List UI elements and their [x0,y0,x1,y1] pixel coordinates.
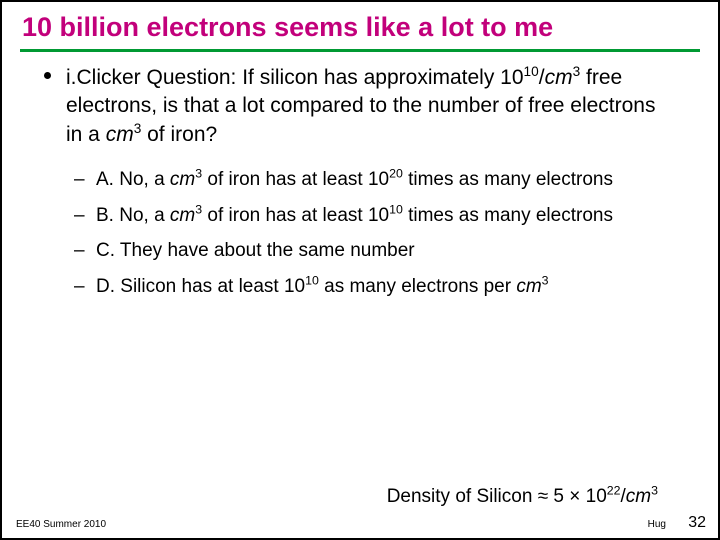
title-rule [20,49,700,52]
q-v1b: 10 [500,66,523,89]
ob-ve: 10 [389,202,403,216]
option-d: – D. Silicon has at least 1010 as many e… [96,274,670,300]
oa-pre: A. No, a [96,169,170,190]
q-u1b: cm [545,66,573,89]
q-u2b: cm [106,123,134,146]
slide-title: 10 billion electrons seems like a lot to… [2,2,718,49]
od-te: 3 [542,274,549,288]
option-c: – C. They have about the same number [96,238,670,264]
bullet-icon [44,72,51,79]
d-exp: 22 [607,484,621,498]
oa-post: times as many electrons [403,169,613,190]
od-post: as many electrons per [319,276,516,297]
oa-mid: of iron has at least [202,169,368,190]
oc-pre: C. They have about the same number [96,240,415,261]
ob-vb: 10 [368,205,389,226]
od-ve: 10 [305,274,319,288]
footer-left: EE40 Summer 2010 [16,519,106,530]
d-approx: ≈ 5 × [538,486,586,507]
options-list: – A. No, a cm3 of iron has at least 1020… [96,167,670,300]
slide-content: i.Clicker Question: If silicon has appro… [2,64,718,300]
od-tb: cm [516,276,541,297]
d-ub: cm [626,486,651,507]
oa-ub: cm [170,169,195,190]
oa-vb: 10 [368,169,389,190]
q-post: of iron? [141,123,217,146]
slide-number: 32 [688,514,706,532]
d-base: 10 [586,486,607,507]
title-text: 10 billion electrons seems like a lot to… [22,12,553,42]
q-pre: i.Clicker Question: If silicon has appro… [66,66,500,89]
ob-post: times as many electrons [403,205,613,226]
od-vb: 10 [284,276,305,297]
dash-icon: – [74,203,85,229]
option-a: – A. No, a cm3 of iron has at least 1020… [96,167,670,193]
question-block: i.Clicker Question: If silicon has appro… [66,64,670,149]
dash-icon: – [74,167,85,193]
d-label: Density of Silicon [387,486,538,507]
footer-right: Hug [648,519,666,530]
ob-mid: of iron has at least [202,205,368,226]
q-v1e: 10 [524,64,539,79]
od-pre: D. Silicon has at least [96,276,284,297]
dash-icon: – [74,274,85,300]
dash-icon: – [74,238,85,264]
ob-pre: B. No, a [96,205,170,226]
density-note: Density of Silicon ≈ 5 × 1022/cm3 [387,486,658,508]
ob-ub: cm [170,205,195,226]
d-ue: 3 [651,484,658,498]
oa-ve: 20 [389,167,403,181]
option-b: – B. No, a cm3 of iron has at least 1010… [96,203,670,229]
